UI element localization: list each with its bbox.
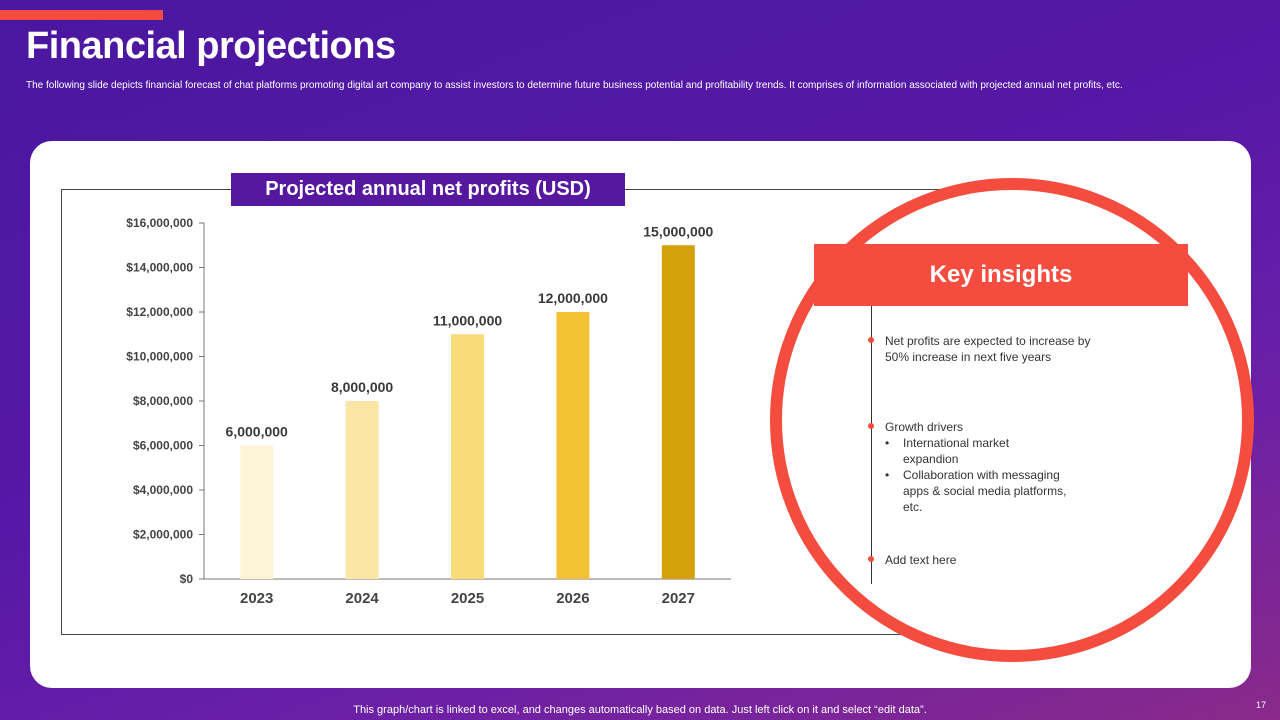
insight-dot (868, 337, 874, 343)
insights-timeline-line (871, 306, 872, 584)
insight-item-3-text: Add text here (885, 553, 957, 567)
insight-item-2: Growth drivers • International market exp… (885, 419, 1085, 515)
insights-heading: Key insights (814, 244, 1188, 306)
page-number: 17 (1255, 700, 1266, 710)
insight-bullet: • Collaboration with messaging apps & soc… (885, 467, 1085, 515)
insight-item-1: Net profits are expected to increase by … (885, 333, 1100, 365)
accent-bar (0, 10, 163, 20)
page-title: Financial projections (26, 25, 396, 67)
page-subtitle: The following slide depicts financial fo… (26, 80, 1123, 91)
insight-bullet-text: International market expandion (903, 436, 1010, 466)
insight-bullet-text: Collaboration with messaging apps & soci… (903, 468, 1067, 514)
insight-item-2-text: Growth drivers (885, 420, 964, 434)
insight-dot (868, 423, 874, 429)
footnote: This graph/chart is linked to excel, and… (353, 704, 927, 716)
chart-title: Projected annual net profits (USD) (231, 173, 625, 206)
insight-dot (868, 556, 874, 562)
insight-item-1-text: Net profits are expected to increase by … (885, 334, 1091, 364)
insight-item-3: Add text here (885, 552, 1085, 568)
insight-bullet: • International market expandion (885, 435, 1085, 467)
